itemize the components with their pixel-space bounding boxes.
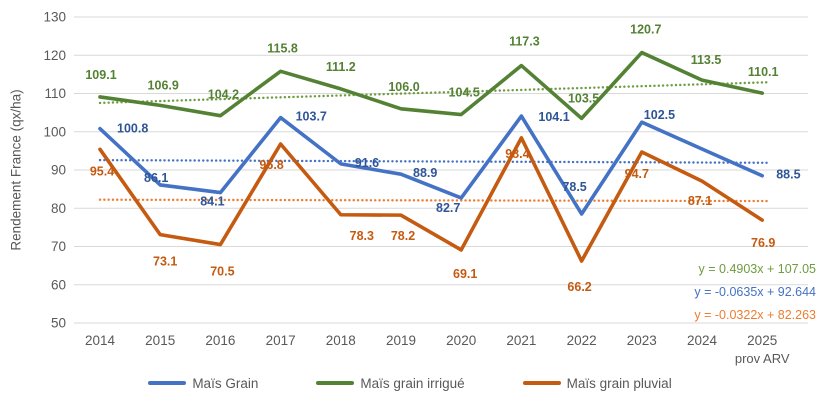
data-label: 87.1: [688, 194, 712, 208]
x-tick-label: 2021: [506, 333, 536, 348]
data-label: 110.1: [748, 65, 779, 79]
data-label: 104.2: [208, 88, 239, 102]
trendline-equation: y = -0.0322x + 82.263: [694, 308, 816, 322]
x-tick-label: 2018: [326, 333, 356, 348]
trendline[interactable]: [98, 158, 770, 165]
legend-item-mais-grain-irrigue[interactable]: Maïs grain irrigué: [316, 375, 465, 391]
y-tick-label: 120: [43, 48, 66, 63]
x-tick-label: 2015: [145, 333, 175, 348]
data-label: 86.1: [144, 171, 168, 185]
data-label: 115.8: [267, 41, 298, 55]
legend-swatch-mais-grain-irrigue: [316, 381, 355, 385]
data-label: 82.7: [436, 201, 460, 215]
data-label: 69.1: [453, 267, 477, 281]
y-tick-label: 60: [51, 277, 66, 292]
data-label: 113.5: [691, 53, 722, 67]
series-line[interactable]: [98, 136, 765, 263]
data-label: 103.5: [568, 91, 599, 105]
data-label: 111.2: [326, 60, 356, 74]
trendline[interactable]: [98, 198, 770, 203]
data-label: 73.1: [153, 255, 177, 269]
x-tick-note: prov ARV: [735, 351, 790, 366]
data-label: 78.2: [391, 229, 415, 243]
data-label: 102.5: [644, 108, 675, 122]
y-tick-label: 130: [43, 10, 66, 25]
y-tick-label: 110: [44, 86, 66, 101]
trendline-equation: y = 0.4903x + 107.05: [699, 262, 817, 276]
x-tick-label: 2024: [687, 333, 718, 348]
data-label: 109.1: [85, 68, 116, 82]
data-label: 104.5: [449, 86, 480, 100]
data-label: 103.7: [296, 110, 327, 124]
x-tick-label: 2023: [627, 333, 657, 348]
data-label: 88.5: [776, 168, 800, 182]
y-tick-label: 50: [51, 316, 66, 331]
x-tick-label: 2022: [567, 333, 597, 348]
data-label: 106.9: [148, 78, 179, 92]
y-tick-label: 70: [51, 239, 66, 254]
y-tick-label: 90: [51, 163, 66, 178]
y-axis-title: Rendement France (qx/ha): [8, 89, 24, 251]
data-label: 91.6: [355, 156, 379, 170]
data-label: 104.1: [538, 110, 569, 124]
data-label: 76.9: [751, 236, 775, 250]
series-line[interactable]: [98, 50, 765, 121]
plot-area: 50 60 70 80 90 100 110 120 130 2014 2015 2016 2017 20…: [43, 10, 817, 367]
data-label: 100.8: [117, 122, 148, 136]
chart-legend: Maïs Grain Maïs grain irrigué Maïs grain…: [0, 368, 820, 398]
legend-item-mais-grain-pluvial[interactable]: Maïs grain pluvial: [522, 375, 672, 391]
x-tick-label: 2016: [205, 333, 235, 348]
data-label: 88.9: [413, 166, 437, 180]
data-label: 120.7: [630, 23, 661, 37]
legend-item-mais-grain[interactable]: Maïs Grain: [148, 376, 258, 391]
x-tick-label: 2019: [386, 333, 416, 348]
series-line[interactable]: [98, 114, 765, 216]
data-label: 117.3: [509, 35, 540, 49]
data-label: 66.2: [567, 280, 591, 294]
y-tick-label: 80: [51, 201, 66, 216]
legend-label: Maïs grain pluvial: [566, 375, 672, 391]
x-tick-label: 2025: [747, 333, 777, 348]
data-label: 70.5: [210, 265, 234, 279]
y-tick-label: 100: [43, 124, 66, 139]
legend-label: Maïs Grain: [192, 375, 259, 391]
trendline[interactable]: [98, 81, 770, 105]
data-label: 106.0: [388, 80, 419, 94]
x-tick-label: 2020: [446, 333, 476, 348]
legend-swatch-mais-grain: [148, 381, 187, 385]
data-label: 95.4: [90, 164, 114, 178]
data-label: 78.5: [562, 180, 586, 194]
x-tick-label: 2017: [266, 333, 296, 348]
data-label: 78.3: [350, 229, 374, 243]
legend-label: Maïs grain irrigué: [360, 375, 465, 391]
data-label: 84.1: [200, 195, 224, 209]
legend-swatch-mais-grain-pluvial: [522, 381, 561, 385]
trendline-equation: y = -0.0635x + 92.644: [694, 285, 816, 299]
x-tick-label: 2014: [85, 333, 116, 348]
data-label: 96.8: [259, 158, 283, 172]
